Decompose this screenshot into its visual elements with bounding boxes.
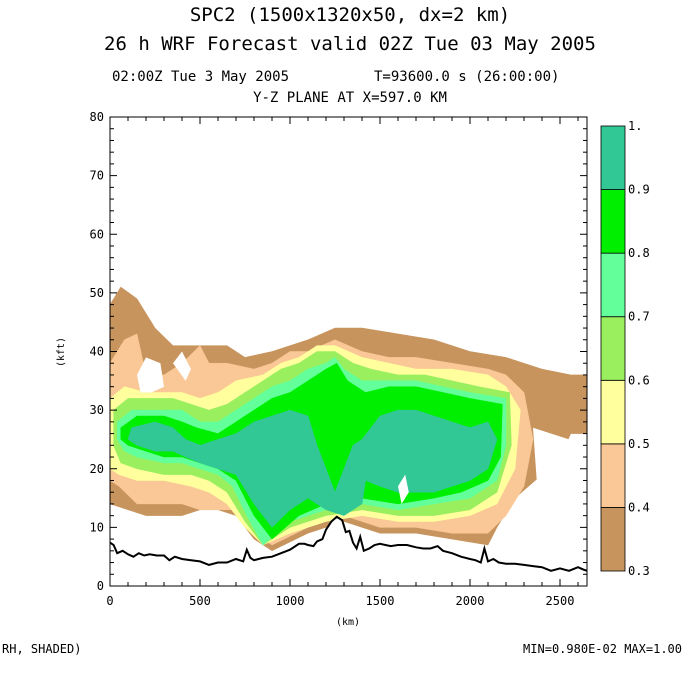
y-tick-label: 10: [90, 520, 104, 534]
chart-subtitle: 26 h WRF Forecast valid 02Z Tue 03 May 2…: [104, 33, 596, 55]
colorbar-band-5: [600, 189, 626, 254]
dry-region-2: [398, 474, 409, 504]
x-tick-label: 1500: [366, 594, 395, 608]
colorbar-band-3: [600, 316, 626, 381]
dry-region-0: [137, 357, 164, 393]
terrain-line: [110, 515, 587, 572]
x-axis: 0 500 1000 1500 2000 2500: [106, 117, 579, 608]
y-axis-label: (kft): [56, 337, 67, 367]
valid-time-label: 02:00Z Tue 3 May 2005: [112, 69, 290, 85]
y-tick-label: 50: [90, 286, 104, 300]
plot-area: [110, 286, 587, 557]
x-tick-label: 2500: [546, 594, 575, 608]
rh-region-6: [127, 409, 498, 528]
y-tick-label: 80: [90, 110, 104, 124]
dry-region-3: [533, 427, 587, 557]
field-label: RH, SHADED): [2, 642, 82, 656]
model-time-label: T=93600.0 s (26:00:00): [374, 69, 560, 85]
y-tick-label: 30: [90, 403, 104, 417]
below-terrain-mask: [110, 516, 587, 586]
y-tick-label: 60: [90, 227, 104, 241]
x-tick-label: 1000: [276, 594, 305, 608]
min-max-label: MIN=0.980E-02 MAX=1.00: [523, 642, 682, 656]
y-tick-label: 20: [90, 462, 104, 476]
x-tick-label: 2000: [456, 594, 485, 608]
x-tick-label: 500: [189, 594, 211, 608]
y-tick-label: 70: [90, 169, 104, 183]
colorbar-band-6: [600, 125, 626, 190]
colorbar-label: 0.3: [628, 564, 650, 578]
x-tick-label: 0: [106, 594, 113, 608]
y-tick-label: 0: [97, 579, 104, 593]
colorbar-label: 0.9: [628, 183, 650, 197]
colorbar-label: 0.8: [628, 246, 650, 260]
colorbar-label: 0.4: [628, 500, 650, 514]
terrain-layer: [110, 515, 587, 586]
colorbar-band-1: [600, 443, 626, 508]
colorbar-label: 0.6: [628, 373, 650, 387]
colorbar-band-0: [600, 507, 626, 572]
colorbar-band-2: [600, 379, 626, 445]
colorbar-label: 0.5: [628, 437, 650, 451]
colorbar: 0.3 0.4 0.5 0.6 0.7 0.8 0.9 1.: [600, 119, 650, 578]
chart-title: SPC2 (1500x1320x50, dx=2 km): [189, 4, 511, 26]
y-tick-label: 40: [90, 345, 104, 359]
dry-region-1: [173, 351, 191, 381]
plane-label: Y-Z PLANE AT X=597.0 KM: [253, 90, 447, 106]
y-axis: 0 10 20 30 40 50 60 70 80: [90, 110, 587, 593]
x-axis-label: (km): [336, 617, 360, 628]
colorbar-label: 1.: [628, 119, 642, 133]
colorbar-band-4: [600, 252, 626, 318]
colorbar-label: 0.7: [628, 310, 650, 324]
